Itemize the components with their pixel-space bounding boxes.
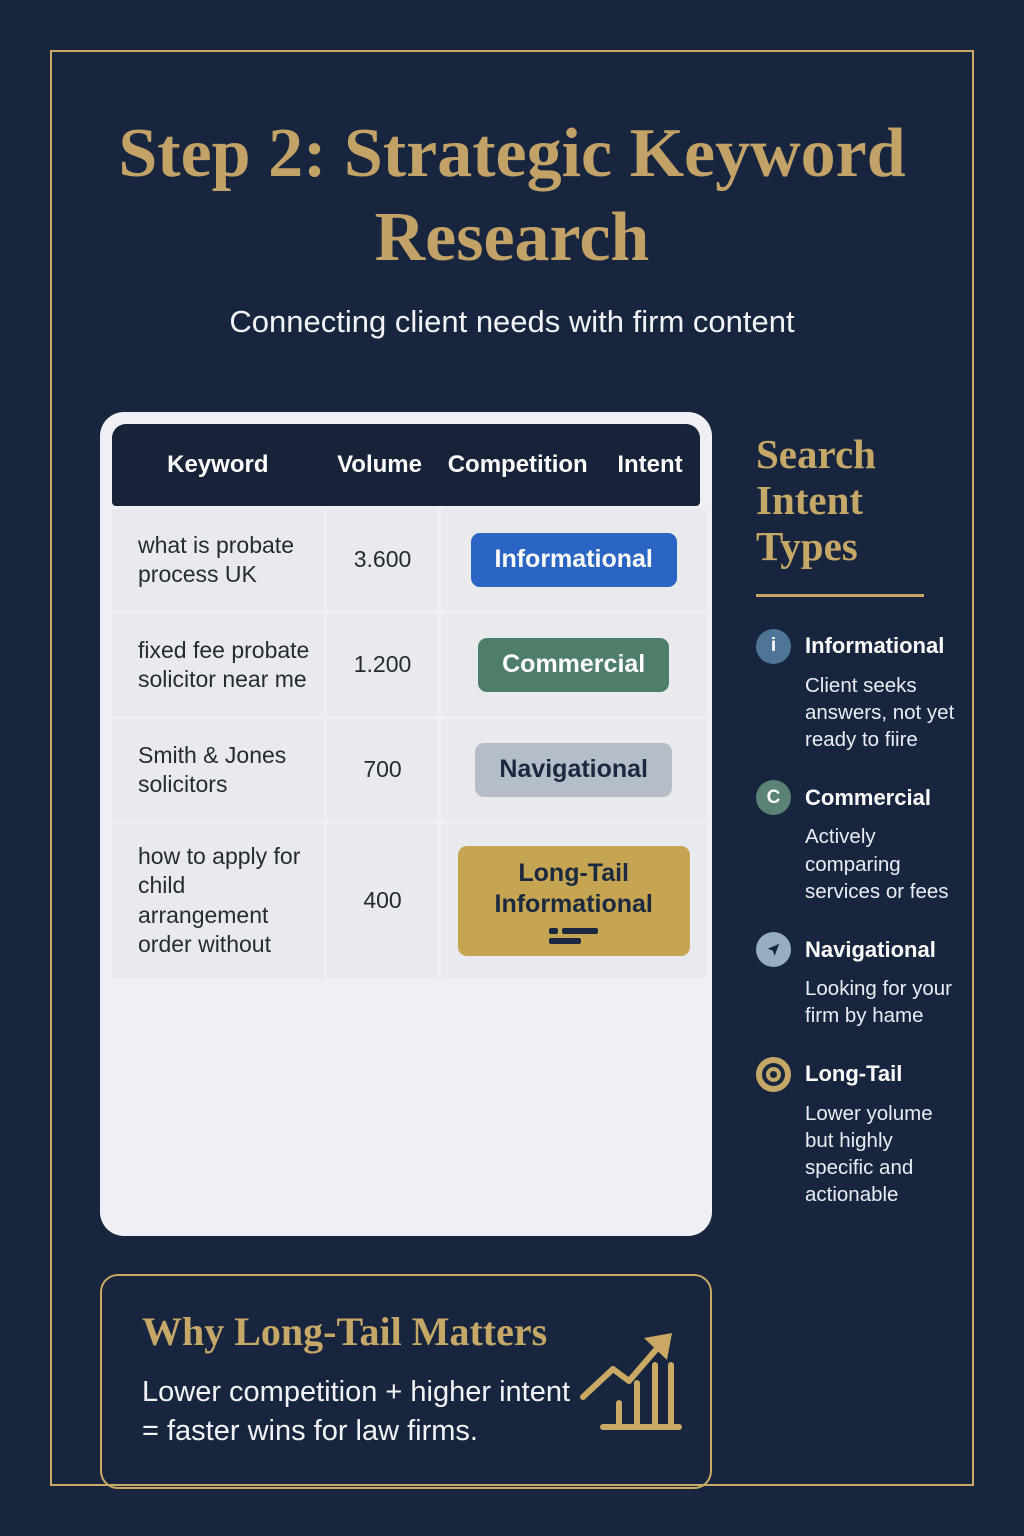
search-intent-sidebar: Search Intent Types i Informational Clie… bbox=[712, 412, 972, 1236]
table-row-intent-cell: Informational bbox=[441, 509, 706, 611]
intent-badge-navigational: Navigational bbox=[475, 743, 673, 797]
intent-badge-informational: Informational bbox=[470, 533, 677, 587]
table-row-volume: 1.200 bbox=[326, 614, 439, 716]
column-header-volume: Volume bbox=[337, 451, 422, 478]
column-header-intent: Intent bbox=[617, 451, 683, 478]
table-row-volume: 3.600 bbox=[326, 509, 439, 611]
table-row-intent-cell: Commercial bbox=[441, 614, 706, 716]
intent-type-description: Actively comparing services or fees bbox=[805, 825, 949, 903]
table-row-volume: 400 bbox=[326, 824, 439, 978]
list-item-long-tail: Long-Tail Lower yolume but highly specif… bbox=[756, 1056, 972, 1209]
intent-type-label: Informational bbox=[805, 633, 945, 659]
list-item-informational: i Informational Client seeks answers, no… bbox=[756, 628, 972, 754]
list-item-commercial: C Commercial Actively comparing services… bbox=[756, 780, 972, 905]
cursor-circle-icon bbox=[756, 932, 791, 968]
bullseye-icon bbox=[756, 1056, 791, 1092]
callout-text-block: Why Long-Tail Matters Lower competition … bbox=[142, 1308, 578, 1451]
why-long-tail-callout: Why Long-Tail Matters Lower competition … bbox=[100, 1273, 712, 1489]
page-subtitle: Connecting client needs with firm conten… bbox=[229, 304, 795, 339]
table-row-keyword: how to apply for child arrangement order… bbox=[112, 824, 324, 978]
main-content-row: Keyword Volume Competition Intent what i… bbox=[100, 412, 972, 1236]
align-lines-icon bbox=[549, 927, 599, 944]
callout-heading: Why Long-Tail Matters bbox=[142, 1308, 548, 1354]
intent-type-description: Client seeks answers, not yet ready to f… bbox=[805, 673, 955, 752]
list-item-navigational: Navigational Looking for your firm by ha… bbox=[756, 932, 972, 1030]
cursor-icon bbox=[767, 944, 780, 957]
table-row-keyword: what is probate process UK bbox=[112, 509, 324, 611]
intent-type-label: Navigational bbox=[805, 936, 936, 962]
keyword-table: Keyword Volume Competition Intent what i… bbox=[100, 412, 712, 1236]
column-header-keyword: Keyword bbox=[167, 451, 269, 478]
intent-badge-long-tail: Long-Tail Informational bbox=[457, 846, 690, 956]
growth-chart-icon bbox=[580, 1333, 682, 1431]
intent-type-label: Long-Tail bbox=[805, 1061, 903, 1087]
table-header-row: Keyword Volume Competition Intent bbox=[112, 424, 700, 506]
info-circle-icon: i bbox=[756, 628, 791, 664]
table-row-keyword: Smith & Jones solicitors bbox=[112, 719, 324, 821]
gold-border-frame bbox=[50, 50, 974, 1486]
table-row-intent-cell: Navigational bbox=[441, 719, 706, 821]
intent-type-description: Looking for your firm by hame bbox=[805, 977, 953, 1028]
intent-badge-commercial: Commercial bbox=[478, 638, 670, 692]
page-title: Step 2: Strategic Keyword Research bbox=[118, 115, 906, 276]
table-row-volume: 700 bbox=[326, 719, 439, 821]
gold-divider bbox=[756, 593, 924, 597]
intent-type-description: Lower yolume but highly specific and act… bbox=[805, 1101, 933, 1207]
c-circle-icon: C bbox=[756, 780, 791, 816]
table-row-intent-cell: Long-Tail Informational bbox=[441, 824, 706, 978]
intent-badge-label: Long-Tail Informational bbox=[494, 859, 653, 919]
column-header-competition: Competition bbox=[447, 451, 588, 478]
intent-type-label: Commercial bbox=[805, 784, 931, 810]
table-row-keyword: fixed fee probate solicitor near me bbox=[112, 614, 324, 716]
sidebar-heading: Search Intent Types bbox=[756, 431, 876, 569]
table-body: what is probate process UK 3.600 Informa… bbox=[112, 509, 706, 978]
callout-body: Lower competition + higher intent = fast… bbox=[142, 1375, 571, 1447]
